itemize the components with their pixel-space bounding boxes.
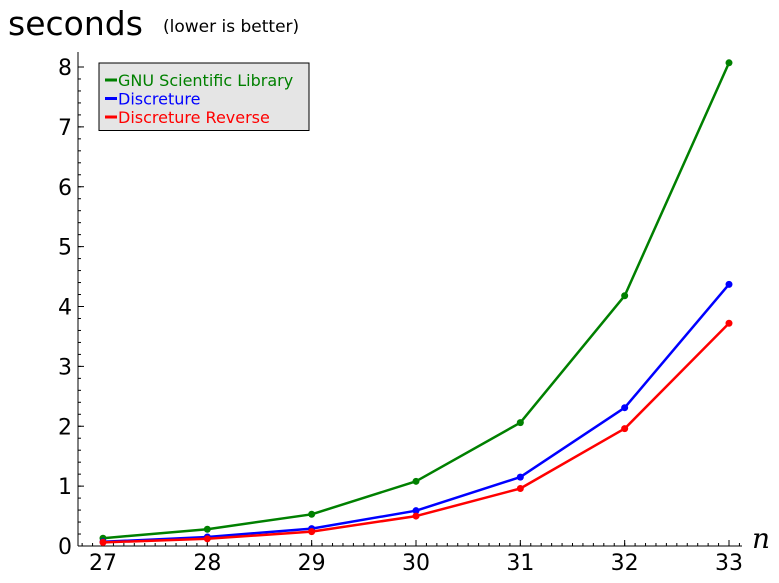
data-point bbox=[412, 507, 420, 515]
y-tick-label: 1 bbox=[58, 475, 72, 500]
x-tick-label: 32 bbox=[611, 551, 639, 576]
y-tick-label: 5 bbox=[58, 236, 72, 261]
data-point bbox=[203, 525, 211, 533]
data-point bbox=[308, 528, 316, 536]
data-point bbox=[99, 538, 107, 546]
chart-series bbox=[99, 59, 733, 546]
y-tick-label: 3 bbox=[58, 355, 72, 380]
chart-title: seconds bbox=[8, 4, 143, 43]
data-point bbox=[725, 280, 733, 288]
y-tick-label: 4 bbox=[58, 296, 72, 321]
data-point bbox=[725, 319, 733, 327]
data-point bbox=[516, 485, 524, 493]
data-point bbox=[725, 59, 733, 67]
y-tick-label: 6 bbox=[58, 176, 72, 201]
x-tick-label: 30 bbox=[402, 551, 430, 576]
chart-legend: GNU Scientific LibraryDiscretureDiscretu… bbox=[98, 62, 310, 131]
legend-label: Discreture bbox=[118, 90, 200, 109]
x-tick-label: 27 bbox=[89, 551, 117, 576]
legend-label: GNU Scientific Library bbox=[118, 71, 293, 90]
y-tick-label: 8 bbox=[58, 56, 72, 81]
data-point bbox=[516, 473, 524, 481]
data-point bbox=[412, 477, 420, 485]
y-tick-label: 2 bbox=[58, 415, 72, 440]
x-tick-label: 29 bbox=[298, 551, 326, 576]
data-point bbox=[308, 510, 316, 518]
y-tick-label: 0 bbox=[58, 535, 72, 560]
chart-axes: 0 1 2 3 4 5 6 7 8 27 28 29 30 31 32 33 bbox=[58, 52, 743, 576]
chart-subtitle: (lower is better) bbox=[163, 17, 300, 37]
x-tick-label: 33 bbox=[715, 551, 743, 576]
series-line bbox=[102, 62, 731, 540]
series-line bbox=[102, 283, 730, 544]
data-point bbox=[621, 404, 629, 412]
data-point bbox=[516, 419, 524, 427]
data-point bbox=[621, 292, 629, 300]
y-tick-label: 7 bbox=[58, 116, 72, 141]
data-point bbox=[412, 512, 420, 520]
legend-label: Discreture Reverse bbox=[118, 108, 270, 127]
data-point bbox=[203, 535, 211, 543]
legend-box bbox=[98, 62, 310, 131]
x-tick-label: 28 bbox=[193, 551, 221, 576]
data-point bbox=[621, 425, 629, 433]
x-tick-label: 31 bbox=[506, 551, 534, 576]
x-axis-label: n bbox=[752, 522, 770, 555]
